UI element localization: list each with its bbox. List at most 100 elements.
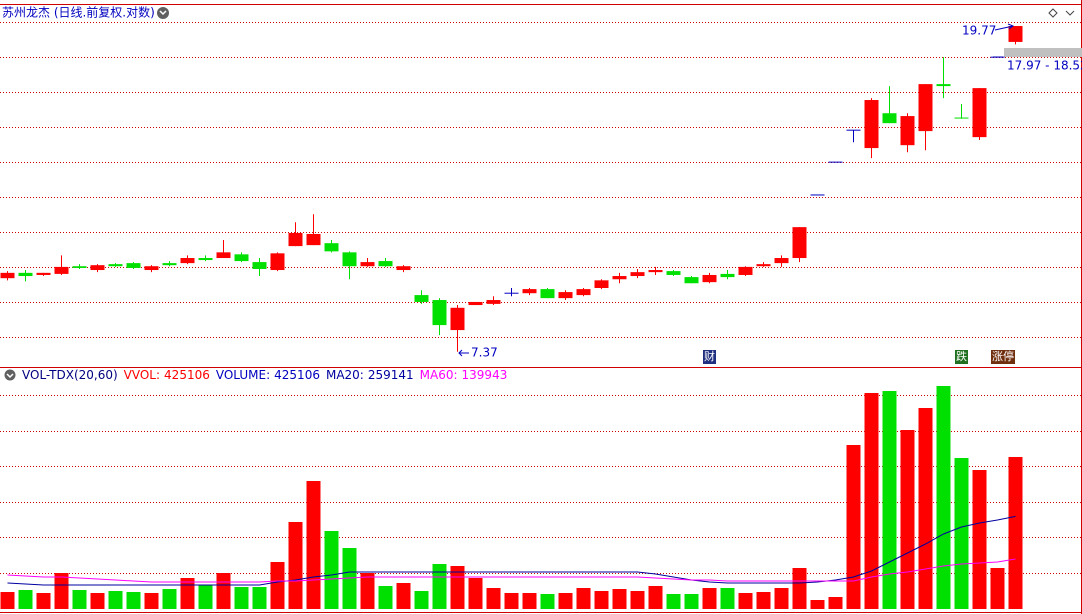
volume-bar xyxy=(108,591,123,609)
volume-bar xyxy=(504,593,519,609)
volume-bar xyxy=(180,578,195,609)
volume-bar xyxy=(792,568,807,609)
volume-bar xyxy=(288,522,303,609)
volume-bar xyxy=(972,470,987,609)
volume-bar xyxy=(756,592,771,609)
marker-finance[interactable]: 财 xyxy=(703,350,716,364)
candle-body xyxy=(900,116,915,146)
low-label: 7.37 xyxy=(471,346,498,360)
volume-bar xyxy=(720,588,735,609)
marker-fall[interactable]: 跌 xyxy=(955,350,968,364)
candle-body xyxy=(1008,26,1023,42)
ma-line xyxy=(7,515,1016,586)
volume-bar xyxy=(936,386,951,609)
volume-bar xyxy=(594,591,609,609)
candle-body xyxy=(72,266,87,268)
volume-bar xyxy=(90,593,105,609)
candle-body xyxy=(702,274,717,283)
ma-legend: MA20: 259141 xyxy=(326,368,414,382)
volume-bar xyxy=(126,592,141,609)
low-arrow xyxy=(458,349,469,357)
volume-bar xyxy=(612,589,627,609)
ma-legend-name: MA20: xyxy=(325,368,364,382)
volume-bar xyxy=(828,597,843,609)
volume-bar xyxy=(72,590,87,609)
diamond-icon[interactable] xyxy=(1048,8,1058,18)
volume-bar xyxy=(270,562,285,609)
volume-bar xyxy=(846,445,861,609)
price-band xyxy=(1004,48,1082,57)
readout-name: VVOL: xyxy=(123,368,161,382)
volume-bar xyxy=(576,588,591,609)
readout-value: 425106 xyxy=(164,368,210,382)
volume-bar xyxy=(144,593,159,609)
ma-legend-value: 139943 xyxy=(461,368,508,382)
candle-body xyxy=(378,261,393,267)
readout-value: 425106 xyxy=(274,368,320,382)
volume-menu-icon[interactable] xyxy=(4,369,16,381)
readout: VOLUME: 425106 xyxy=(216,368,320,382)
volume-bar xyxy=(486,588,501,609)
candle-body xyxy=(198,258,213,261)
volume-bar xyxy=(360,573,375,609)
volume-bar xyxy=(54,573,69,609)
volume-bar xyxy=(540,594,555,609)
volume-bar xyxy=(864,393,879,609)
candle-body xyxy=(756,264,771,267)
volume-bar xyxy=(324,531,339,609)
volume-bar xyxy=(522,593,537,609)
ma-line xyxy=(7,558,1016,583)
candle-body xyxy=(486,300,501,304)
volume-bar xyxy=(216,573,231,609)
candle-body xyxy=(270,253,285,271)
candle-body xyxy=(540,289,555,299)
volume-bar xyxy=(1008,457,1023,609)
candle-body xyxy=(234,254,249,262)
candle-body xyxy=(288,233,303,247)
volume-bar xyxy=(18,590,33,609)
candle-body xyxy=(882,113,897,124)
volume-bar xyxy=(0,592,15,609)
candle-body xyxy=(306,233,321,246)
volume-bar xyxy=(900,430,915,609)
volume-bar xyxy=(738,593,753,609)
candle-body xyxy=(864,100,879,149)
candle-body xyxy=(324,243,339,252)
volume-bar xyxy=(666,594,681,609)
chart-title: 苏州龙杰 (日线.前复权.对数) xyxy=(2,5,155,20)
volume-bar xyxy=(702,588,717,609)
candle-body xyxy=(36,272,51,275)
volume-bar xyxy=(918,408,933,609)
candle-body xyxy=(342,252,357,267)
candle-body xyxy=(972,88,987,138)
candle-body xyxy=(684,277,699,284)
volume-bar xyxy=(198,585,213,609)
volume-header: VOL-TDX(20,60) VVOL: 425106 VOLUME: 425106 M… xyxy=(4,368,507,382)
candle-body xyxy=(216,252,231,259)
candle-body xyxy=(0,272,15,279)
volume-bar xyxy=(810,600,825,609)
readout-name: VOLUME: xyxy=(215,368,271,382)
candle-body xyxy=(918,84,933,132)
candle-body xyxy=(108,264,123,267)
volume-bar xyxy=(162,589,177,609)
volume-title: VOL-TDX(20,60) xyxy=(22,368,118,382)
candle-body xyxy=(630,272,645,277)
collapse-icon[interactable] xyxy=(1065,10,1075,16)
candle-body xyxy=(522,289,537,294)
volume-bar xyxy=(684,594,699,609)
volume-bar xyxy=(306,481,321,609)
volume-bar xyxy=(414,591,429,609)
candle-body xyxy=(90,265,105,271)
volume-bar xyxy=(954,458,969,609)
candle-body xyxy=(720,273,735,278)
candle-body xyxy=(396,266,411,271)
candle-body xyxy=(180,258,195,264)
candle-body xyxy=(144,266,159,271)
marker-limit-up[interactable]: 涨停 xyxy=(991,350,1015,364)
candle-body xyxy=(792,227,807,259)
volume-bar xyxy=(432,564,447,609)
range-label: 17.97 - 18.52 xyxy=(1007,59,1082,73)
volume-bar xyxy=(882,391,897,609)
